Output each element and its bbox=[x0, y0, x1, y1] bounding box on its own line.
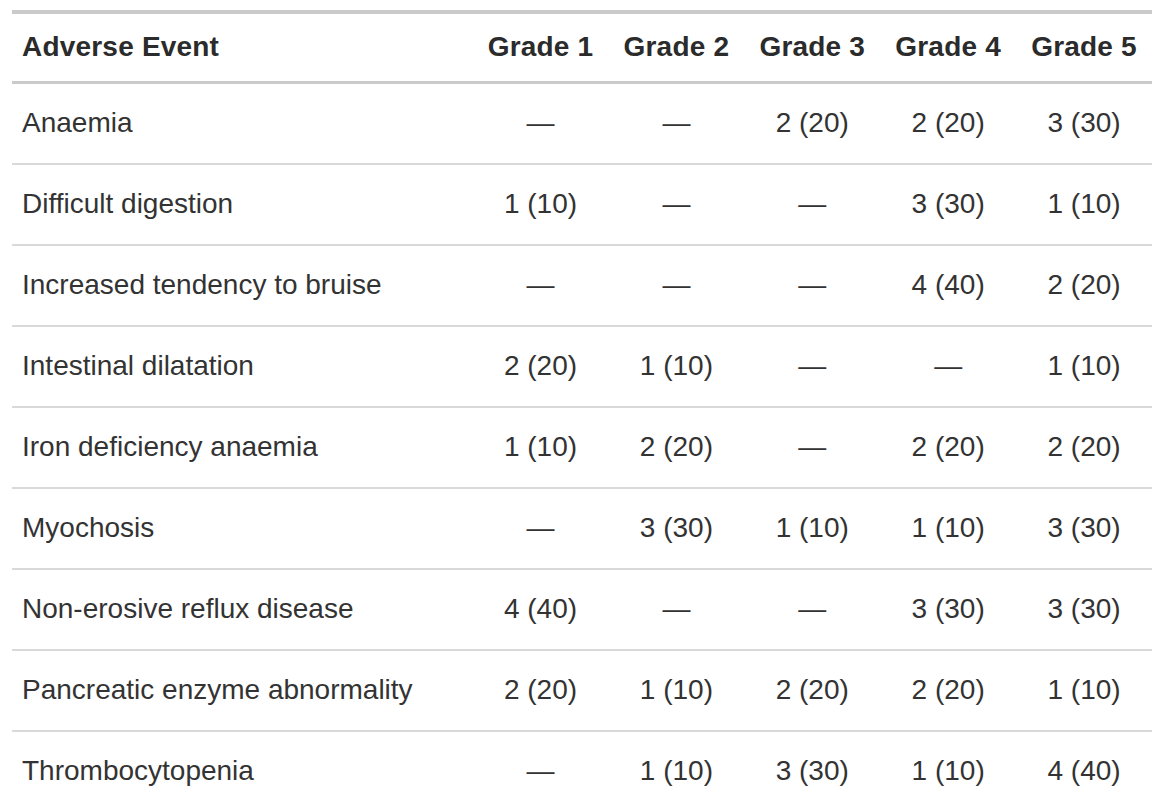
event-cell: Anaemia bbox=[12, 83, 473, 165]
column-header-grade-2: Grade 2 bbox=[608, 12, 744, 83]
grade-cell: 2 (20) bbox=[608, 407, 744, 488]
event-cell: Iron deficiency anaemia bbox=[12, 407, 473, 488]
table-row: Non-erosive reflux disease 4 (40) — — 3 … bbox=[12, 569, 1152, 650]
table-row: Anaemia — — 2 (20) 2 (20) 3 (30) bbox=[12, 83, 1152, 165]
event-cell: Thrombocytopenia bbox=[12, 731, 473, 808]
grade-cell: 1 (10) bbox=[744, 488, 880, 569]
grade-cell: — bbox=[880, 326, 1016, 407]
grade-cell: 1 (10) bbox=[473, 407, 609, 488]
table-row: Thrombocytopenia — 1 (10) 3 (30) 1 (10) … bbox=[12, 731, 1152, 808]
grade-cell: 2 (20) bbox=[744, 83, 880, 165]
grade-cell: — bbox=[608, 164, 744, 245]
grade-cell: 2 (20) bbox=[1016, 407, 1152, 488]
table-row: Difficult digestion 1 (10) — — 3 (30) 1 … bbox=[12, 164, 1152, 245]
grade-cell: 1 (10) bbox=[1016, 326, 1152, 407]
grade-cell: — bbox=[744, 164, 880, 245]
event-cell: Non-erosive reflux disease bbox=[12, 569, 473, 650]
grade-cell: — bbox=[744, 326, 880, 407]
grade-cell: 1 (10) bbox=[473, 164, 609, 245]
event-cell: Intestinal dilatation bbox=[12, 326, 473, 407]
grade-cell: 3 (30) bbox=[1016, 488, 1152, 569]
grade-cell: — bbox=[608, 569, 744, 650]
grade-cell: 1 (10) bbox=[880, 731, 1016, 808]
adverse-events-table: Adverse Event Grade 1 Grade 2 Grade 3 Gr… bbox=[12, 10, 1152, 808]
grade-cell: 3 (30) bbox=[1016, 83, 1152, 165]
grade-cell: 4 (40) bbox=[1016, 731, 1152, 808]
grade-cell: 2 (20) bbox=[1016, 245, 1152, 326]
grade-cell: — bbox=[473, 83, 609, 165]
grade-cell: — bbox=[744, 245, 880, 326]
grade-cell: 1 (10) bbox=[1016, 650, 1152, 731]
grade-cell: — bbox=[473, 731, 609, 808]
table-row: Myochosis — 3 (30) 1 (10) 1 (10) 3 (30) bbox=[12, 488, 1152, 569]
grade-cell: 3 (30) bbox=[1016, 569, 1152, 650]
grade-cell: 3 (30) bbox=[744, 731, 880, 808]
event-cell: Increased tendency to bruise bbox=[12, 245, 473, 326]
event-cell: Pancreatic enzyme abnormality bbox=[12, 650, 473, 731]
grade-cell: 2 (20) bbox=[473, 326, 609, 407]
column-header-grade-5: Grade 5 bbox=[1016, 12, 1152, 83]
grade-cell: — bbox=[473, 488, 609, 569]
column-header-grade-4: Grade 4 bbox=[880, 12, 1016, 83]
grade-cell: — bbox=[608, 245, 744, 326]
grade-cell: 1 (10) bbox=[880, 488, 1016, 569]
grade-cell: 4 (40) bbox=[473, 569, 609, 650]
grade-cell: 2 (20) bbox=[744, 650, 880, 731]
grade-cell: 1 (10) bbox=[608, 326, 744, 407]
grade-cell: 2 (20) bbox=[473, 650, 609, 731]
column-header-grade-3: Grade 3 bbox=[744, 12, 880, 83]
grade-cell: — bbox=[744, 569, 880, 650]
grade-cell: 2 (20) bbox=[880, 407, 1016, 488]
grade-cell: 1 (10) bbox=[608, 650, 744, 731]
grade-cell: 3 (30) bbox=[880, 164, 1016, 245]
event-cell: Difficult digestion bbox=[12, 164, 473, 245]
grade-cell: 2 (20) bbox=[880, 650, 1016, 731]
table-row: Increased tendency to bruise — — — 4 (40… bbox=[12, 245, 1152, 326]
table-row: Iron deficiency anaemia 1 (10) 2 (20) — … bbox=[12, 407, 1152, 488]
grade-cell: — bbox=[473, 245, 609, 326]
table-header-row: Adverse Event Grade 1 Grade 2 Grade 3 Gr… bbox=[12, 12, 1152, 83]
grade-cell: — bbox=[744, 407, 880, 488]
grade-cell: 2 (20) bbox=[880, 83, 1016, 165]
column-header-adverse-event: Adverse Event bbox=[12, 12, 473, 83]
grade-cell: 4 (40) bbox=[880, 245, 1016, 326]
grade-cell: — bbox=[608, 83, 744, 165]
column-header-grade-1: Grade 1 bbox=[473, 12, 609, 83]
table-row: Intestinal dilatation 2 (20) 1 (10) — — … bbox=[12, 326, 1152, 407]
grade-cell: 3 (30) bbox=[880, 569, 1016, 650]
page: Adverse Event Grade 1 Grade 2 Grade 3 Gr… bbox=[0, 0, 1164, 808]
event-cell: Myochosis bbox=[12, 488, 473, 569]
grade-cell: 1 (10) bbox=[1016, 164, 1152, 245]
grade-cell: 1 (10) bbox=[608, 731, 744, 808]
table-row: Pancreatic enzyme abnormality 2 (20) 1 (… bbox=[12, 650, 1152, 731]
grade-cell: 3 (30) bbox=[608, 488, 744, 569]
